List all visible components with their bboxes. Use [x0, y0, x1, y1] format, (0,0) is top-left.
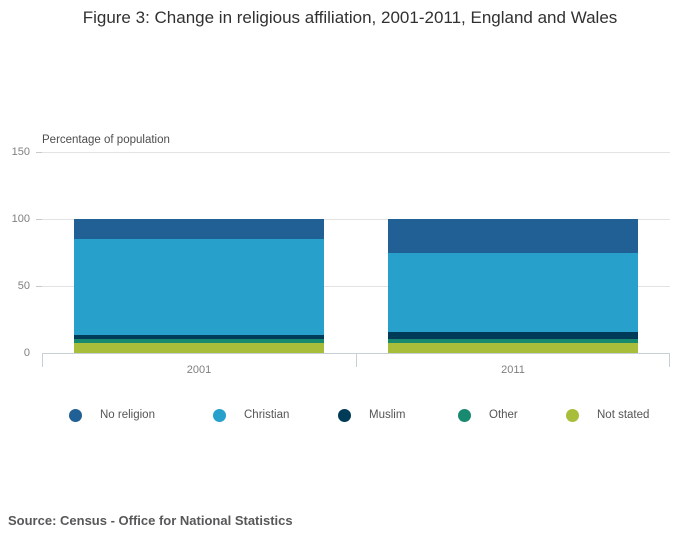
stacked-bar-2001: [74, 219, 324, 353]
bar-segment-other-2011[interactable]: [388, 338, 638, 344]
y-tick-mark: [36, 152, 42, 153]
gridline-100: [42, 219, 670, 220]
legend-item-christian[interactable]: Christian: [213, 407, 289, 423]
legend-label-no-religion: No religion: [100, 409, 155, 421]
legend-dot-not-stated: [566, 408, 579, 422]
legend-item-not-stated[interactable]: Not stated: [566, 407, 649, 423]
legend-dot-no-religion: [69, 408, 82, 422]
bar-segment-not-stated-2001[interactable]: [74, 342, 324, 353]
legend-item-muslim[interactable]: Muslim: [338, 407, 405, 423]
x-category-label-2001: 2001: [186, 364, 212, 376]
bar-segment-no-religion-2001[interactable]: [74, 219, 324, 239]
y-tick-label-0: 0: [23, 347, 30, 359]
legend-label-not-stated: Not stated: [597, 409, 650, 421]
legend-item-other[interactable]: Other: [458, 407, 518, 423]
bar-segment-christian-2001[interactable]: [74, 238, 324, 335]
bar-segment-not-stated-2011[interactable]: [388, 343, 638, 353]
y-tick-label-50: 50: [17, 280, 30, 292]
bar-segment-muslim-2001[interactable]: [74, 334, 324, 339]
legend-label-muslim: Muslim: [369, 409, 406, 421]
legend-label-other: Other: [489, 409, 518, 421]
bar-segment-no-religion-2011[interactable]: [388, 219, 638, 253]
x-axis-divider-right: [669, 353, 670, 367]
chart-title: Figure 3: Change in religious affiliatio…: [82, 8, 618, 27]
bar-segment-other-2001[interactable]: [74, 338, 324, 343]
legend-dot-muslim: [338, 408, 351, 422]
y-tick-mark: [36, 219, 42, 220]
y-tick-mark: [36, 286, 42, 287]
y-axis-unit-label: Percentage of population: [42, 134, 170, 146]
gridline-150: [42, 152, 670, 153]
y-tick-label-100: 100: [11, 213, 30, 225]
x-axis-divider-middle: [356, 353, 357, 367]
legend-label-christian: Christian: [244, 409, 290, 421]
legend-dot-other: [458, 408, 471, 422]
source-note: Source: Census - Office for National Sta…: [8, 513, 293, 528]
stacked-bar-2011: [388, 219, 638, 353]
x-axis-divider-left: [42, 353, 43, 367]
gridline-50: [42, 286, 670, 287]
y-tick-label-150: 150: [11, 146, 30, 158]
legend-item-no-religion[interactable]: No religion: [69, 407, 155, 423]
bar-segment-muslim-2011[interactable]: [388, 332, 638, 339]
bar-segment-christian-2011[interactable]: [388, 252, 638, 333]
x-category-label-2011: 2011: [501, 364, 525, 376]
legend-dot-christian: [213, 408, 226, 422]
